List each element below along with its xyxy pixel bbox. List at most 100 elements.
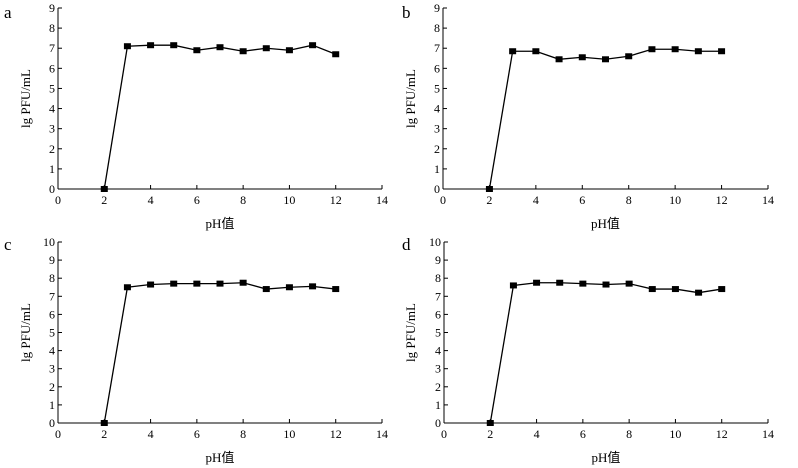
y-tick-label: 5 bbox=[435, 326, 441, 340]
data-point bbox=[578, 54, 586, 61]
data-point bbox=[555, 56, 563, 63]
y-axis-label: lg PFU/mL bbox=[18, 303, 33, 362]
x-axis-label: pH值 bbox=[591, 216, 620, 231]
y-tick-label: 4 bbox=[49, 344, 55, 358]
series-line bbox=[103, 282, 336, 424]
y-tick-label: 1 bbox=[434, 162, 440, 176]
x-tick-label: 4 bbox=[148, 193, 154, 207]
y-axis-label: lg PFU/mL bbox=[403, 69, 418, 128]
x-tick-label: 0 bbox=[55, 427, 61, 441]
y-tick-label: 6 bbox=[435, 307, 441, 321]
data-point bbox=[216, 280, 224, 287]
data-point bbox=[262, 286, 270, 293]
y-tick-label: 10 bbox=[429, 235, 441, 249]
data-point bbox=[648, 46, 656, 53]
y-tick-label: 2 bbox=[434, 142, 440, 156]
data-point bbox=[694, 48, 702, 55]
x-tick-label: 2 bbox=[487, 427, 493, 441]
y-tick-label: 0 bbox=[435, 416, 441, 430]
x-tick-label: 12 bbox=[330, 427, 342, 441]
x-tick-label: 4 bbox=[534, 427, 540, 441]
y-tick-label: 1 bbox=[435, 398, 441, 412]
x-axis-label: pH值 bbox=[206, 216, 235, 231]
y-tick-label: 0 bbox=[434, 182, 440, 196]
y-tick-label: 1 bbox=[49, 162, 55, 176]
y-tick-label: 3 bbox=[49, 362, 55, 376]
data-point bbox=[100, 420, 108, 426]
y-tick-label: 2 bbox=[49, 380, 55, 394]
x-tick-label: 2 bbox=[101, 193, 107, 207]
data-point bbox=[533, 279, 541, 286]
y-tick-label: 0 bbox=[49, 416, 55, 430]
y-tick-label: 1 bbox=[49, 398, 55, 412]
y-tick-label: 5 bbox=[49, 326, 55, 340]
x-tick-label: 12 bbox=[716, 427, 728, 441]
x-axis-label: pH值 bbox=[206, 450, 235, 465]
data-point bbox=[602, 281, 610, 288]
data-point bbox=[509, 48, 517, 55]
y-tick-label: 6 bbox=[434, 61, 440, 75]
y-tick-label: 6 bbox=[49, 307, 55, 321]
y-tick-label: 7 bbox=[434, 41, 440, 55]
y-axis-label: lg PFU/mL bbox=[18, 69, 33, 128]
data-point bbox=[485, 186, 493, 192]
data-point bbox=[309, 42, 317, 49]
y-tick-label: 4 bbox=[434, 102, 440, 116]
data-point bbox=[285, 47, 293, 54]
x-tick-label: 4 bbox=[533, 193, 539, 207]
data-point bbox=[239, 48, 247, 55]
x-tick-label: 2 bbox=[486, 193, 492, 207]
data-point bbox=[100, 186, 108, 192]
y-tick-label: 4 bbox=[49, 102, 55, 116]
y-tick-label: 7 bbox=[49, 289, 55, 303]
data-point bbox=[486, 420, 494, 426]
data-point bbox=[695, 289, 703, 296]
data-point bbox=[216, 44, 224, 51]
x-tick-label: 8 bbox=[240, 193, 246, 207]
x-tick-label: 10 bbox=[669, 427, 681, 441]
x-tick-label: 4 bbox=[148, 427, 154, 441]
y-tick-label: 3 bbox=[49, 122, 55, 136]
x-tick-label: 8 bbox=[626, 193, 632, 207]
data-point bbox=[123, 43, 131, 50]
x-tick-label: 2 bbox=[101, 427, 107, 441]
panel-label: c bbox=[4, 235, 12, 254]
series-line bbox=[103, 44, 336, 190]
data-point bbox=[123, 284, 131, 291]
y-tick-label: 8 bbox=[49, 21, 55, 35]
x-tick-label: 12 bbox=[330, 193, 342, 207]
y-tick-label: 8 bbox=[434, 21, 440, 35]
y-tick-label: 2 bbox=[435, 380, 441, 394]
x-tick-label: 14 bbox=[376, 193, 388, 207]
y-tick-label: 5 bbox=[434, 81, 440, 95]
x-tick-label: 8 bbox=[626, 427, 632, 441]
y-tick-label: 9 bbox=[434, 1, 440, 15]
data-point bbox=[671, 286, 679, 293]
data-point bbox=[147, 42, 155, 49]
x-tick-label: 6 bbox=[194, 427, 200, 441]
x-tick-label: 6 bbox=[579, 193, 585, 207]
data-point bbox=[532, 48, 540, 55]
x-tick-label: 10 bbox=[283, 427, 295, 441]
y-tick-label: 3 bbox=[434, 122, 440, 136]
y-tick-label: 3 bbox=[435, 362, 441, 376]
data-point bbox=[170, 42, 178, 49]
data-point bbox=[147, 281, 155, 288]
x-tick-label: 6 bbox=[194, 193, 200, 207]
y-tick-label: 9 bbox=[435, 253, 441, 267]
panel-label: d bbox=[402, 235, 411, 254]
data-point bbox=[671, 46, 679, 53]
panel-label: a bbox=[4, 3, 12, 22]
data-point bbox=[239, 279, 247, 286]
x-tick-label: 10 bbox=[669, 193, 681, 207]
data-point bbox=[718, 286, 726, 293]
y-tick-label: 8 bbox=[49, 271, 55, 285]
y-tick-label: 9 bbox=[49, 1, 55, 15]
data-point bbox=[602, 56, 609, 63]
data-point bbox=[556, 279, 564, 286]
data-point bbox=[170, 280, 178, 287]
y-axis-label: lg PFU/mL bbox=[403, 303, 418, 362]
